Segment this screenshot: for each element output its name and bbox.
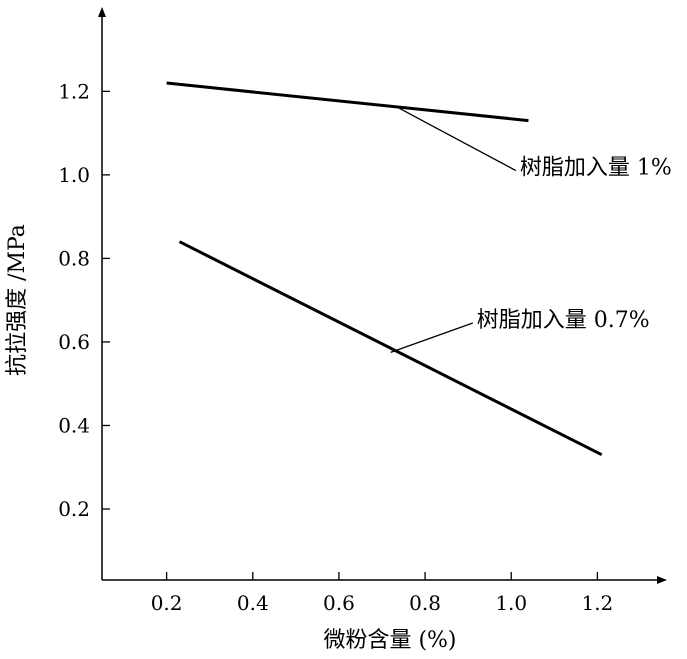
x-tick-label: 1.0 xyxy=(495,591,527,615)
axes xyxy=(98,7,667,584)
x-tick-label: 1.2 xyxy=(581,591,613,615)
y-axis-label: 抗拉强度 /MPa xyxy=(5,224,30,376)
x-ticks: 0.2 0.4 0.6 0.8 1.0 1.2 xyxy=(151,572,613,615)
y-tick-label: 0.6 xyxy=(58,330,90,354)
series-label-1: 树脂加入量 1% xyxy=(520,156,672,181)
series-line-1 xyxy=(166,81,529,123)
x-axis-label: 微粉含量 (%) xyxy=(323,628,456,653)
y-tick-label: 1.0 xyxy=(58,163,90,187)
y-tick-label: 1.2 xyxy=(58,79,90,103)
series-group xyxy=(166,81,603,457)
x-tick-label: 0.4 xyxy=(237,591,269,615)
y-ticks: 0.2 0.4 0.6 0.8 1.0 1.2 xyxy=(58,79,110,521)
series-label-2: 树脂加入量 0.7% xyxy=(477,308,650,333)
y-tick-label: 0.8 xyxy=(58,246,90,270)
annotations-group: 树脂加入量 1% 树脂加入量 0.7% xyxy=(390,105,672,353)
x-tick-label: 0.2 xyxy=(151,591,183,615)
y-tick-label: 0.2 xyxy=(58,497,90,521)
y-tick-label: 0.4 xyxy=(58,413,90,437)
series-line-2 xyxy=(178,240,603,457)
x-tick-label: 0.6 xyxy=(323,591,355,615)
x-tick-label: 0.8 xyxy=(409,591,441,615)
leader-line-1 xyxy=(394,105,517,172)
leader-line-2 xyxy=(390,322,473,353)
